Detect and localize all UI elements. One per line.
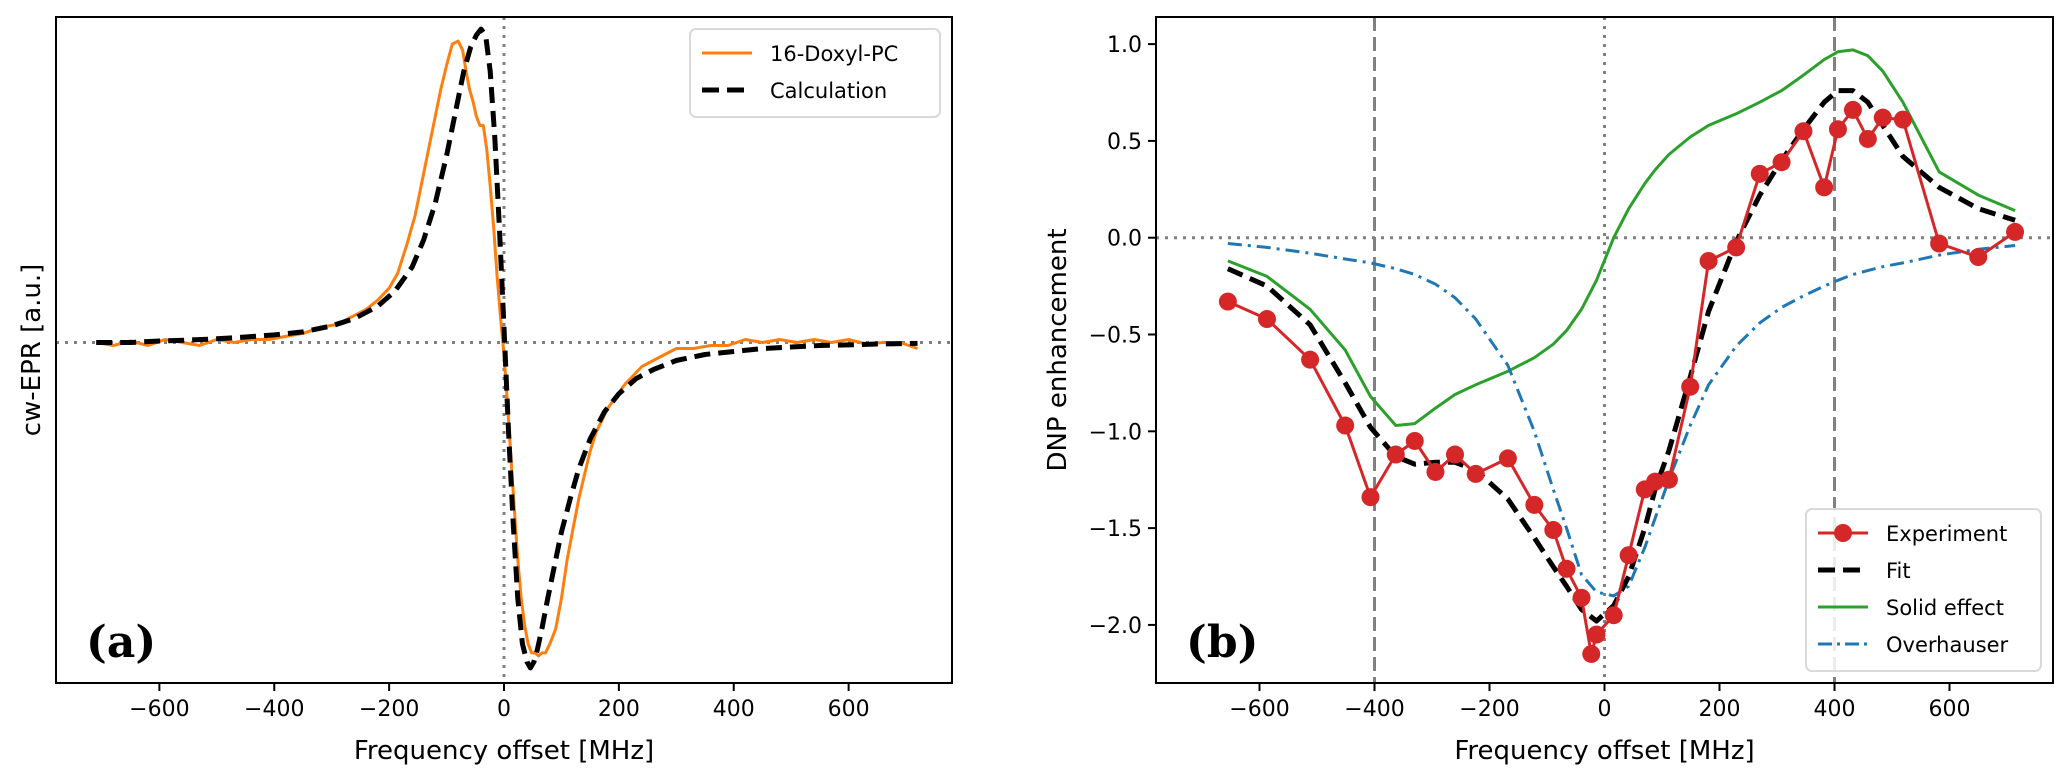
panel-b: −600 −400 −200 0 200 400 600 1.0 0.5 0.0 −0.5 −1.0…: [1043, 16, 2054, 766]
panel-b-x-ticks: −600 −400 −200 0 200 400 600: [1229, 683, 1971, 722]
panel-a: −600 −400 −200 0 200 400 600 Frequency offset …: [17, 16, 953, 766]
y-tick-label: 0.0: [1107, 227, 1142, 252]
legend-box: [1805, 508, 2042, 672]
panel-a-label: (a): [86, 617, 156, 668]
data-point: [1727, 238, 1746, 257]
y-tick-label: −1.0: [1089, 420, 1142, 445]
panel-a-x-ticks: −600 −400 −200 0 200 400 600: [129, 683, 870, 722]
data-point: [1604, 606, 1623, 625]
y-tick-label: −0.5: [1089, 324, 1142, 349]
x-tick-label: 400: [1814, 697, 1856, 722]
data-point: [1405, 431, 1424, 450]
legend-item-16-doxyl-pc: 16-Doxyl-PC: [702, 42, 898, 66]
data-point: [1336, 416, 1355, 435]
x-tick-label: −400: [1344, 697, 1404, 722]
data-point: [1930, 234, 1949, 253]
panel-b-y-axis-label: DNP enhancement: [1043, 228, 1073, 471]
legend-item-solid-effect: Solid effect: [1818, 596, 2004, 620]
x-tick-label: 600: [828, 697, 870, 722]
x-tick-label: 0: [497, 697, 511, 722]
data-point: [1525, 495, 1544, 514]
data-point: [1587, 625, 1606, 644]
panel-a-y-axis-label: cw-EPR [a.u.]: [17, 264, 47, 437]
data-point: [1218, 292, 1237, 311]
data-point: [1646, 472, 1665, 491]
legend-label: Solid effect: [1886, 596, 2004, 620]
series-calculation: [96, 26, 918, 671]
data-point: [1772, 153, 1791, 172]
data-point: [1498, 449, 1517, 468]
data-point: [1681, 377, 1700, 396]
data-point: [1893, 110, 1912, 129]
series-line-solid-effect: [1227, 48, 2016, 427]
data-point: [1386, 445, 1405, 464]
data-point: [1257, 310, 1276, 329]
data-point: [1572, 588, 1591, 607]
x-tick-label: 0: [1598, 697, 1612, 722]
data-point: [1815, 178, 1834, 197]
panel-a-series: [95, 26, 918, 671]
legend-label: Overhauser: [1886, 633, 2008, 657]
data-point: [1582, 644, 1601, 663]
legend-item-calculation: Calculation: [702, 79, 887, 103]
legend-label: 16-Doxyl-PC: [770, 42, 898, 66]
series-solid-effect: [1227, 48, 2016, 427]
legend-label: Calculation: [770, 79, 887, 103]
series-experiment: [1218, 100, 2025, 663]
data-point: [1659, 470, 1678, 489]
data-point: [1794, 122, 1813, 141]
panel-b-label: (b): [1186, 617, 1258, 668]
series-line-calculation: [96, 26, 918, 671]
data-point: [1557, 559, 1576, 578]
y-tick-label: 1.0: [1107, 33, 1142, 58]
data-point: [1426, 462, 1445, 481]
x-tick-label: 200: [1699, 697, 1741, 722]
data-point: [1858, 129, 1877, 148]
y-tick-label: −1.5: [1089, 517, 1142, 542]
panel-b-legend: Experiment Fit Solid effect Overhauser: [1805, 508, 2042, 672]
data-point: [1446, 445, 1464, 464]
legend-item-overhauser: Overhauser: [1818, 633, 2008, 657]
panel-a-x-axis-label: Frequency offset [MHz]: [354, 736, 654, 766]
data-point: [1969, 248, 1988, 267]
legend-marker: [1834, 524, 1852, 542]
data-point: [1750, 164, 1769, 183]
series-line-fit: [1226, 88, 2016, 624]
x-tick-label: 400: [713, 697, 755, 722]
series-line-overhauser: [1227, 242, 2016, 598]
legend-item-fit: Fit: [1818, 559, 1911, 583]
panel-a-legend: 16-Doxyl-PC Calculation: [689, 28, 941, 118]
x-tick-label: 200: [598, 697, 640, 722]
panel-b-series: [1218, 48, 2025, 663]
x-tick-label: −200: [1459, 697, 1519, 722]
data-point: [1699, 251, 1718, 270]
legend-label: Fit: [1886, 559, 1911, 583]
x-tick-label: −400: [244, 697, 304, 722]
data-point: [1828, 120, 1847, 139]
legend-box: [689, 28, 941, 118]
y-tick-label: −2.0: [1089, 614, 1142, 639]
legend-label: Experiment: [1886, 522, 2007, 546]
data-point: [1619, 546, 1638, 565]
panel-b-x-axis-label: Frequency offset [MHz]: [1454, 736, 1754, 766]
series-fit: [1226, 88, 2016, 624]
x-tick-label: 600: [1929, 697, 1971, 722]
data-point: [1544, 521, 1563, 540]
legend-item-experiment: Experiment: [1818, 522, 2007, 546]
data-point: [1843, 100, 1862, 119]
data-point: [1466, 464, 1485, 483]
data-point: [1361, 488, 1380, 507]
series-overhauser: [1227, 242, 2016, 598]
data-point: [1301, 350, 1320, 369]
x-tick-label: −600: [129, 697, 189, 722]
data-point: [2006, 222, 2025, 241]
y-tick-label: 0.5: [1107, 130, 1142, 155]
panel-b-y-ticks: 1.0 0.5 0.0 −0.5 −1.0 −1.5 −2.0: [1089, 33, 1156, 639]
data-point: [1873, 108, 1892, 127]
x-tick-label: −200: [359, 697, 419, 722]
x-tick-label: −600: [1229, 697, 1289, 722]
